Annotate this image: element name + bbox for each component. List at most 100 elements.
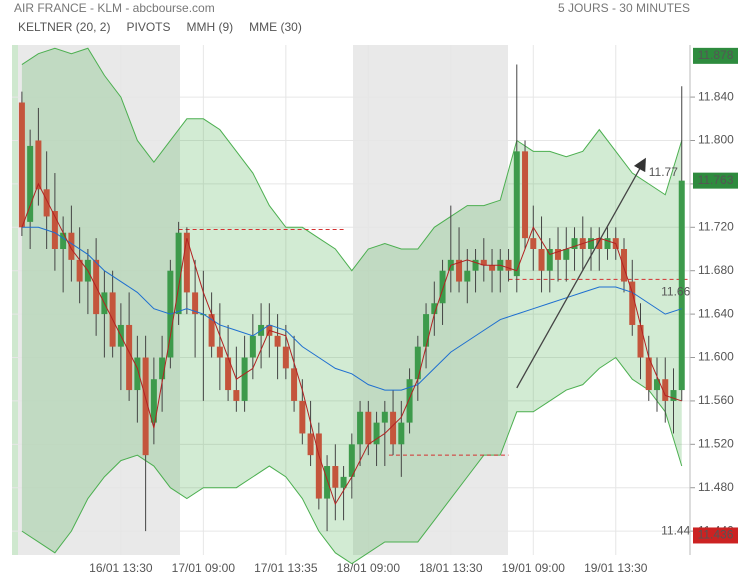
candle-body — [662, 379, 669, 401]
candle-body — [555, 249, 562, 260]
candle-body — [678, 180, 685, 391]
candle-body — [340, 476, 347, 488]
candle-body — [604, 238, 611, 249]
candle-body — [621, 249, 628, 282]
candle-body — [439, 270, 446, 304]
candle-body — [27, 145, 34, 222]
candle-body — [530, 238, 537, 249]
y-tick-label: 11.800 — [698, 133, 734, 147]
candle-body — [291, 368, 298, 401]
candle-body — [299, 400, 306, 434]
candle-body — [307, 433, 314, 456]
legend-entry: MMH (9) — [187, 20, 234, 34]
candle-body — [315, 433, 322, 499]
candle-body — [480, 259, 487, 266]
candle-body — [381, 411, 388, 423]
candle-body — [522, 151, 529, 239]
candle-body — [126, 324, 133, 391]
candle-body — [241, 357, 248, 401]
legend-entry: PIVOTS — [126, 20, 170, 34]
plot: KELTNER (20, 2) PIVOTS MMH (9) MME (30) 11.4… — [12, 20, 738, 575]
candle-body — [464, 270, 471, 282]
mme-line — [21, 226, 682, 391]
candle-body — [282, 346, 289, 369]
keltner-upper — [21, 47, 683, 272]
candle-body — [233, 390, 240, 401]
candle-body — [225, 357, 232, 391]
candle-body — [35, 140, 42, 190]
candle-body — [175, 232, 182, 315]
candle-body — [159, 357, 166, 380]
price-box-label: 11.763 — [698, 173, 734, 187]
candle-body — [76, 259, 83, 282]
mmh-line — [21, 182, 682, 506]
y-tick-label: 11.480 — [698, 480, 734, 494]
candle-body — [645, 357, 652, 391]
price-box — [693, 527, 738, 544]
candle-body — [249, 335, 256, 358]
x-tick-label: 19/01 09:00 — [502, 561, 566, 575]
candle-body — [51, 211, 58, 249]
y-tick-label: 11.640 — [698, 306, 734, 320]
candle-body — [637, 324, 644, 358]
candle-body — [670, 390, 677, 401]
candle-body — [324, 466, 331, 499]
price-annotation: 11.77 — [649, 165, 678, 179]
x-tick-label: 18/01 13:30 — [419, 561, 483, 575]
candle-body — [60, 232, 67, 249]
candle-body — [68, 232, 75, 260]
candle-body — [513, 151, 520, 277]
y-tick-label: 11.520 — [698, 436, 734, 450]
candle-body — [505, 259, 512, 271]
x-tick-label: 18/01 09:00 — [337, 561, 401, 575]
candle-body — [571, 238, 578, 249]
legend-entry: KELTNER (20, 2) — [18, 20, 110, 34]
candle-body — [18, 102, 25, 228]
chart-title: AIR FRANCE - KLM - abcbourse.com — [14, 1, 215, 15]
candle-body — [183, 232, 190, 293]
legend-entry: MME (30) — [249, 20, 302, 34]
y-tick-label: 11.840 — [698, 89, 734, 103]
candle-body — [406, 379, 413, 423]
candle-body — [142, 357, 149, 456]
candle-body — [274, 335, 281, 347]
candle-body — [546, 249, 553, 271]
candle-body — [150, 379, 157, 423]
candle-body — [390, 411, 397, 445]
x-tick-label: 17/01 13:35 — [254, 561, 318, 575]
keltner-lower — [21, 356, 683, 565]
y-tick-label: 11.720 — [698, 219, 734, 233]
candle-body — [538, 249, 545, 271]
candle-body — [431, 303, 438, 315]
candle-body — [654, 379, 661, 391]
price-box — [693, 172, 738, 189]
price-box — [693, 47, 738, 64]
price-annotation: 11.44 — [661, 523, 690, 537]
x-tick-label: 17/01 09:00 — [172, 561, 236, 575]
trend-line — [516, 157, 646, 389]
candle-body — [373, 422, 380, 445]
candle-body — [414, 346, 421, 380]
candle-body — [208, 314, 215, 347]
y-tick-label: 11.600 — [698, 350, 734, 364]
x-tick-label: 16/01 13:30 — [89, 561, 153, 575]
candle-body — [348, 444, 355, 477]
session-shade — [353, 45, 508, 555]
candle-body — [489, 265, 496, 271]
candle-body — [43, 189, 50, 217]
candle-body — [357, 411, 364, 445]
y-tick-label: 11.560 — [698, 393, 734, 407]
price-box-label: 11.878 — [698, 48, 734, 62]
x-tick-label: 19/01 13:30 — [584, 561, 648, 575]
candle-body — [596, 238, 603, 249]
candle-body — [332, 466, 339, 488]
candle-body — [134, 357, 141, 391]
candle-body — [398, 422, 405, 445]
candle-body — [563, 249, 570, 260]
y-tick-label: 11.680 — [698, 263, 734, 277]
candle-body — [216, 346, 223, 358]
candle-body — [472, 259, 479, 271]
price-box-label: 11.436 — [698, 528, 734, 542]
price-annotation: 11.66 — [661, 285, 690, 299]
